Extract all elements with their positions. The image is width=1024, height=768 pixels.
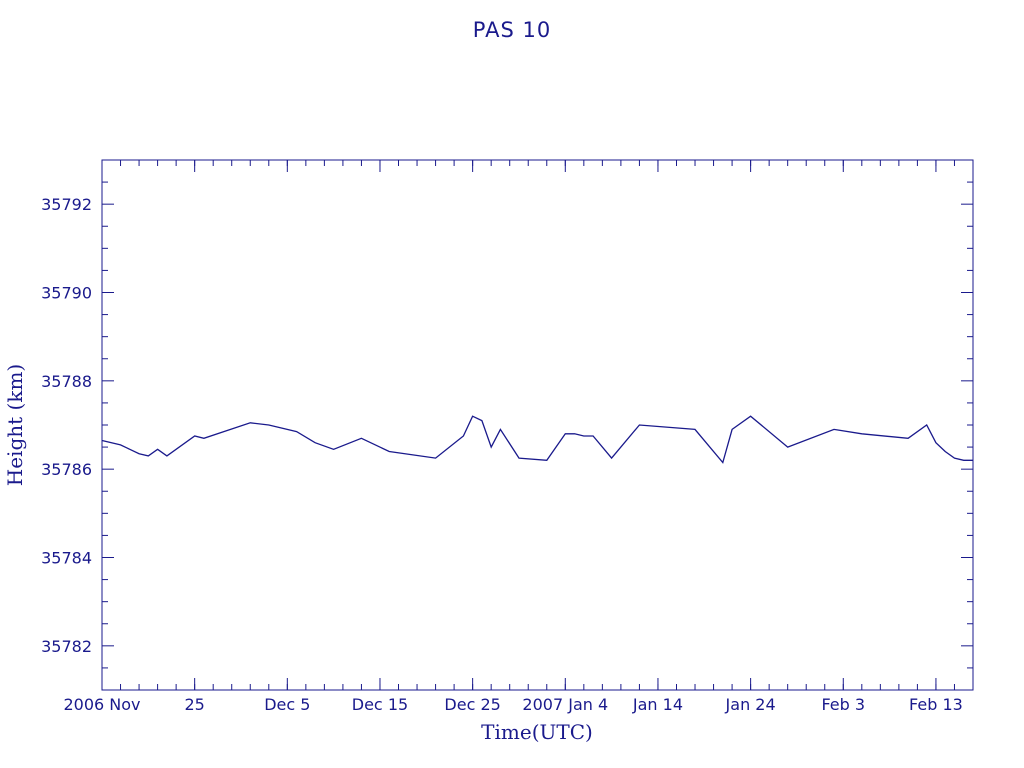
x-tick-label: 2007 Jan 4: [522, 695, 608, 714]
y-axis-label: Height (km): [3, 364, 27, 486]
x-axis-label: Time(UTC): [481, 720, 593, 744]
y-tick-label: 35782: [41, 637, 92, 656]
x-tick-label: 25: [184, 695, 204, 714]
series-layer: [101, 415, 973, 464]
x-tick-label: Feb 13: [909, 695, 963, 714]
x-tick-label: Jan 14: [632, 695, 683, 714]
x-tick-label: 2006 Nov: [63, 695, 140, 714]
y-tick-label: 35792: [41, 195, 92, 214]
series-line: [101, 415, 973, 464]
x-tick-label: Dec 25: [444, 695, 500, 714]
x-tick-label: Feb 3: [821, 695, 865, 714]
y-tick-label: 35788: [41, 372, 92, 391]
y-tick-label: 35786: [41, 460, 92, 479]
minor-ticks: [101, 159, 974, 691]
y-tick-label: 35790: [41, 284, 92, 303]
chart-title: PAS 10: [473, 18, 551, 42]
x-tick-label: Dec 5: [264, 695, 310, 714]
y-tick-label: 35784: [41, 549, 92, 568]
plot-frame: [101, 159, 974, 691]
x-tick-label: Jan 24: [725, 695, 776, 714]
x-tick-label: Dec 15: [352, 695, 408, 714]
y-axis-ticks: 35782 35784 35786 35788 35790 35792: [41, 195, 973, 656]
x-axis-ticks: 2006 Nov 25 Dec 5 Dec 15 Dec 25 2007 Jan 4 Jan…: [63, 160, 963, 714]
